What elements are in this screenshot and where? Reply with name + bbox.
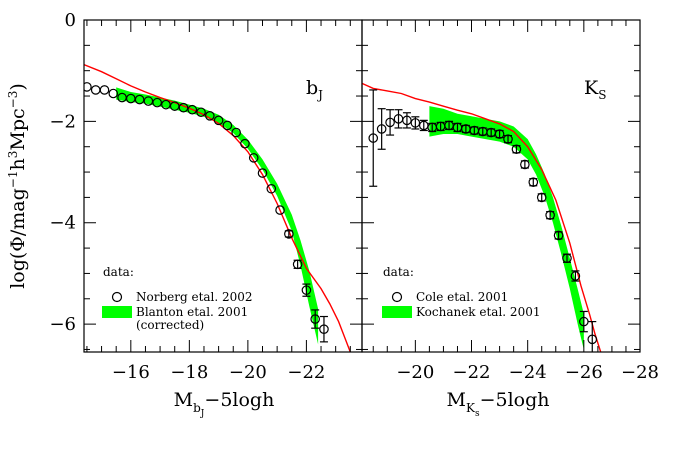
panel-ks-label: KS: [584, 77, 606, 102]
y-tick-label: −4: [49, 213, 76, 234]
panel-frame: [361, 19, 641, 353]
data-point: [213, 115, 224, 126]
x-tick-label: −16: [112, 362, 150, 383]
legend-label-norberg: Norberg etal. 2002: [136, 290, 253, 304]
data-point: [222, 120, 233, 131]
data-point: [187, 104, 198, 115]
y-tick-label: 0: [65, 10, 76, 31]
legend-open-circle-marker: [111, 291, 123, 303]
panel-ks-x-title: MKs−5logh: [447, 389, 550, 419]
data-point: [528, 177, 539, 187]
legend-label-kochanek: Kochanek etal. 2001: [416, 305, 540, 319]
data-point: [319, 324, 329, 334]
data-point: [99, 85, 110, 95]
data-point: [108, 88, 119, 99]
data-point: [231, 127, 241, 138]
data-point: [240, 138, 250, 149]
data-point: [284, 229, 294, 239]
data-point: [266, 183, 277, 194]
panel-ks-plot-area: −20 −22 −24 −26 −28: [361, 19, 659, 383]
data-point: [169, 101, 180, 111]
x-tick-label: −22: [287, 362, 325, 383]
data-point: [161, 99, 171, 110]
data-point: [587, 334, 598, 345]
data-point: [310, 314, 320, 324]
data-point: [570, 271, 581, 281]
panel-bj-plot-area: −16 −18 −20 −22 0 −2 −4 −6: [49, 10, 363, 383]
x-tick-label: −22: [453, 362, 491, 383]
x-tick-label: −24: [509, 362, 547, 383]
data-point: [579, 316, 589, 327]
x-tick-label: −28: [621, 362, 659, 383]
data-point: [511, 144, 522, 155]
legend-label-blanton: Blanton etal. 2001: [136, 305, 248, 319]
data-point: [196, 107, 206, 118]
data-point: [376, 124, 387, 134]
x-tick-label: −20: [229, 362, 267, 383]
data-point: [520, 159, 530, 170]
x-tick-label: −20: [396, 362, 434, 383]
data-point: [402, 115, 412, 126]
legend-green-band-marker: [102, 306, 132, 318]
panel-bj-label: bJ: [306, 77, 323, 102]
panel-bj: −16 −18 −20 −22 0 −2 −4 −6 bJ data: Norberg eta…: [49, 10, 363, 419]
data-point: [178, 102, 189, 113]
data-point: [410, 118, 421, 128]
legend-title: data:: [103, 265, 134, 279]
data-point: [84, 82, 92, 92]
data-point: [536, 192, 547, 203]
y-tick-label: −6: [49, 314, 76, 335]
data-point: [205, 110, 215, 121]
x-tick-label: −18: [170, 362, 208, 383]
data-point: [257, 168, 268, 178]
data-point: [292, 259, 303, 270]
panel-ks-marks: [362, 82, 602, 352]
data-point: [545, 210, 555, 220]
data-point: [553, 230, 564, 241]
data-point: [368, 133, 379, 143]
x-tick-label: −26: [565, 362, 603, 383]
data-point: [143, 96, 154, 106]
legend-label-blanton-corrected: (corrected): [136, 318, 204, 332]
y-axis-title: log(Φ/mag−1h3Mpc−3): [6, 83, 29, 289]
data-point: [385, 117, 395, 128]
legend-label-cole: Cole etal. 2001: [416, 290, 508, 304]
panel-ks-legend: data: Cole etal. 2001 Kochanek etal. 200…: [382, 265, 540, 319]
legend-title: data:: [383, 265, 414, 279]
data-point: [503, 134, 513, 144]
legend-open-circle-marker: [391, 291, 403, 303]
y-tick-label: −2: [49, 111, 76, 132]
data-point: [301, 285, 312, 295]
panel-ks: −20 −22 −24 −26 −28 KS data: Cole etal. 2001…: [361, 19, 659, 419]
data-point: [275, 205, 285, 215]
data-point: [248, 153, 259, 163]
data-point: [134, 94, 145, 105]
legend-green-band-marker: [382, 306, 412, 318]
panel-bj-x-title: MbJ−5logh: [174, 389, 275, 419]
data-point: [90, 85, 101, 95]
panel-bj-marks: [84, 63, 351, 352]
green-band: [429, 106, 584, 350]
data-point: [152, 97, 162, 108]
data-point: [494, 129, 505, 139]
data-point: [562, 253, 572, 264]
panel-bj-legend: data: Norberg etal. 2002 Blanton etal. 2…: [102, 265, 253, 332]
